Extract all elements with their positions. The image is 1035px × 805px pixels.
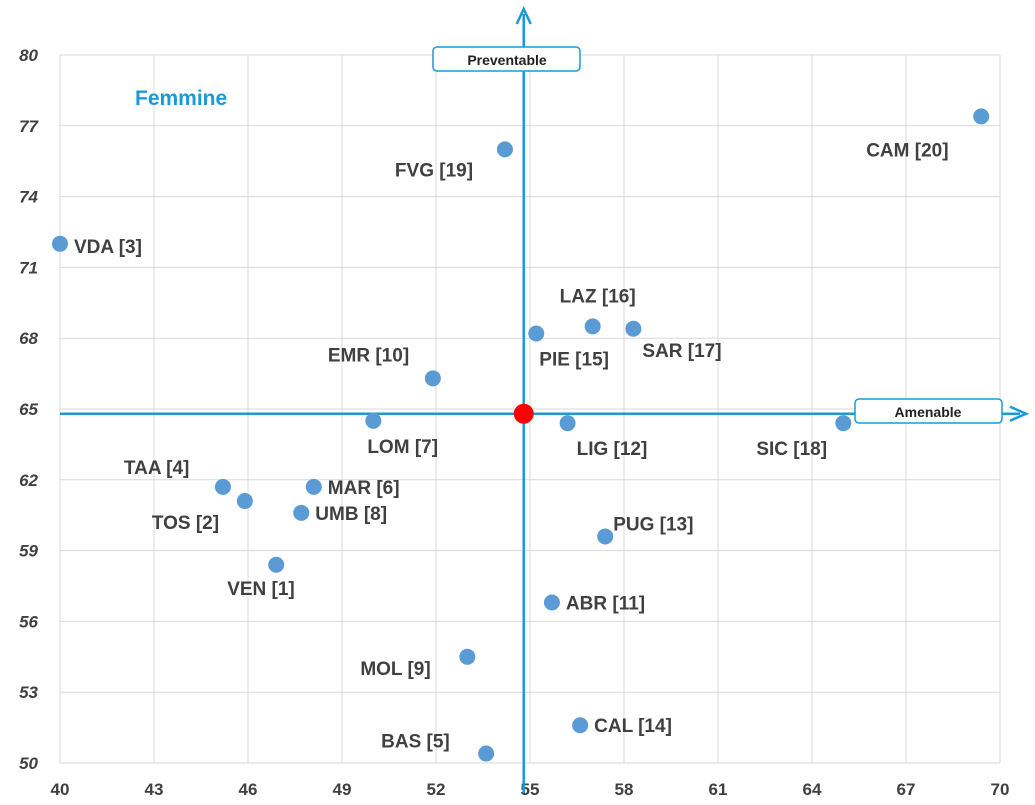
data-point bbox=[478, 745, 495, 762]
data-point bbox=[973, 108, 990, 125]
x-tick-label: 49 bbox=[333, 780, 352, 799]
data-point bbox=[305, 478, 322, 495]
y-tick-label: 65 bbox=[19, 400, 38, 419]
x-tick-label: 43 bbox=[145, 780, 164, 799]
data-point bbox=[625, 320, 642, 337]
data-point bbox=[365, 412, 382, 429]
data-point bbox=[584, 318, 601, 335]
x-tick-label: 55 bbox=[521, 780, 540, 799]
data-point bbox=[424, 370, 441, 387]
point-label: VEN [1] bbox=[227, 579, 295, 600]
point-label: MAR [6] bbox=[328, 478, 400, 499]
point-labels: CAM [20] FVG [19] VDA [3] LAZ [16] SAR [17] P… bbox=[74, 140, 949, 752]
data-point bbox=[543, 594, 560, 611]
point-label: PIE [15] bbox=[539, 349, 609, 370]
vertical-axis-tag: Preventable bbox=[467, 52, 547, 68]
point-label: EMR [10] bbox=[328, 345, 409, 366]
x-tick-label: 67 bbox=[897, 780, 916, 799]
data-point bbox=[236, 493, 253, 510]
data-point bbox=[268, 556, 285, 573]
point-label: SIC [18] bbox=[756, 439, 827, 460]
y-tick-label: 74 bbox=[19, 188, 38, 207]
point-label: LAZ [16] bbox=[560, 286, 636, 307]
data-point bbox=[572, 717, 589, 734]
reference-point bbox=[513, 403, 534, 424]
point-label: UMB [8] bbox=[315, 504, 387, 525]
y-tick-label: 59 bbox=[19, 542, 38, 561]
data-points bbox=[52, 108, 990, 762]
y-tick-label: 68 bbox=[19, 329, 38, 348]
point-label: ABR [11] bbox=[566, 594, 645, 615]
y-tick-label: 53 bbox=[19, 683, 38, 702]
point-label: FVG [19] bbox=[395, 160, 473, 181]
y-tick-label: 50 bbox=[19, 754, 38, 773]
point-label: LOM [7] bbox=[367, 437, 438, 458]
point-label: LIG [12] bbox=[577, 439, 648, 460]
point-label: TOS [2] bbox=[152, 513, 219, 534]
point-label: TAA [4] bbox=[124, 458, 189, 479]
data-point bbox=[293, 504, 310, 521]
chart-title: Femmine bbox=[135, 87, 227, 110]
x-tick-label: 64 bbox=[803, 780, 822, 799]
horizontal-axis-arrowhead bbox=[1009, 405, 1030, 422]
y-tick-label: 80 bbox=[19, 46, 38, 65]
data-point bbox=[459, 648, 476, 665]
x-tick-label: 46 bbox=[239, 780, 258, 799]
vertical-axis-arrowhead bbox=[515, 6, 532, 25]
y-tick-label: 56 bbox=[19, 612, 38, 631]
vertical-axis-tag-box bbox=[432, 46, 581, 72]
data-point bbox=[597, 528, 614, 545]
point-label: SAR [17] bbox=[642, 341, 721, 362]
point-label: CAL [14] bbox=[594, 716, 672, 737]
point-label: CAM [20] bbox=[866, 140, 948, 161]
y-tick-label: 71 bbox=[19, 258, 38, 277]
x-tick-label: 61 bbox=[709, 780, 728, 799]
point-label: MOL [9] bbox=[360, 659, 430, 680]
horizontal-axis-tag-box bbox=[854, 398, 1003, 424]
data-point bbox=[496, 141, 513, 158]
point-label: BAS [5] bbox=[381, 732, 450, 753]
point-label: VDA [3] bbox=[74, 237, 142, 258]
y-tick-label: 77 bbox=[19, 117, 39, 136]
y-tick-label: 62 bbox=[19, 471, 38, 490]
x-tick-label: 70 bbox=[991, 780, 1010, 799]
data-point bbox=[559, 415, 576, 432]
data-point bbox=[214, 478, 231, 495]
x-tick-label: 40 bbox=[51, 780, 70, 799]
x-tick-label: 52 bbox=[427, 780, 446, 799]
data-point bbox=[835, 415, 852, 432]
x-tick-label: 58 bbox=[615, 780, 634, 799]
tick-labels: 40 43 46 49 52 55 58 61 64 67 70 50 53 56 59 62 65 68 71 74… bbox=[19, 46, 1009, 799]
horizontal-axis-tag: Amenable bbox=[895, 404, 962, 420]
reference-axes: Preventable Amenable bbox=[60, 6, 1030, 793]
point-label: PUG [13] bbox=[613, 514, 693, 535]
data-point bbox=[52, 235, 68, 252]
data-point bbox=[528, 325, 545, 342]
